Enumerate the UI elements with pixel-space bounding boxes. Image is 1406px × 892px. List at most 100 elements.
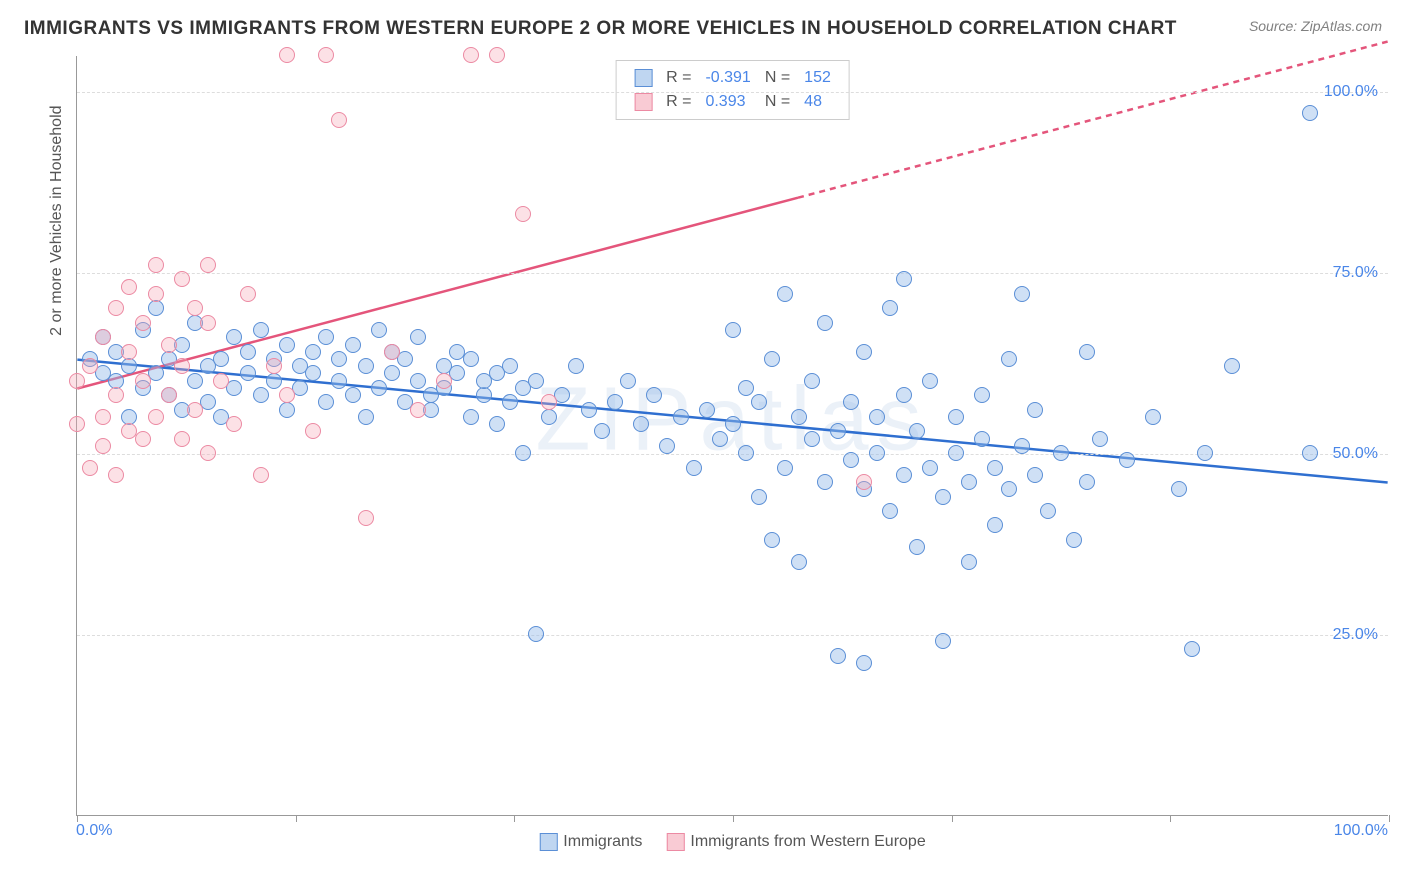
data-point bbox=[200, 445, 216, 461]
data-point bbox=[961, 474, 977, 490]
data-point bbox=[1184, 641, 1200, 657]
legend-n-label: N = bbox=[759, 91, 796, 113]
data-point bbox=[699, 402, 715, 418]
data-point bbox=[174, 431, 190, 447]
data-point bbox=[1079, 474, 1095, 490]
x-tick bbox=[77, 815, 78, 822]
data-point bbox=[174, 358, 190, 374]
data-point bbox=[843, 394, 859, 410]
data-point bbox=[1040, 503, 1056, 519]
data-point bbox=[856, 655, 872, 671]
data-point bbox=[253, 387, 269, 403]
data-point bbox=[318, 47, 334, 63]
data-point bbox=[948, 445, 964, 461]
y-axis-title: 2 or more Vehicles in Household bbox=[48, 105, 66, 335]
data-point bbox=[463, 47, 479, 63]
chart-title: IMMIGRANTS VS IMMIGRANTS FROM WESTERN EU… bbox=[24, 18, 1177, 40]
data-point bbox=[659, 438, 675, 454]
data-point bbox=[987, 460, 1003, 476]
gridline-h bbox=[77, 273, 1388, 274]
data-point bbox=[869, 409, 885, 425]
x-tick bbox=[733, 815, 734, 822]
data-point bbox=[791, 409, 807, 425]
data-point bbox=[358, 510, 374, 526]
chart-container: 2 or more Vehicles in Household ZIPatlas… bbox=[48, 56, 1388, 846]
legend-swatch-blue bbox=[634, 69, 652, 87]
data-point bbox=[882, 503, 898, 519]
data-point bbox=[305, 423, 321, 439]
data-point bbox=[305, 344, 321, 360]
data-point bbox=[436, 373, 452, 389]
data-point bbox=[607, 394, 623, 410]
data-point bbox=[331, 351, 347, 367]
legend-item: Immigrants bbox=[539, 833, 642, 851]
data-point bbox=[108, 300, 124, 316]
data-point bbox=[213, 373, 229, 389]
legend-n-pink: 48 bbox=[798, 91, 837, 113]
data-point bbox=[200, 315, 216, 331]
data-point bbox=[961, 554, 977, 570]
data-point bbox=[410, 402, 426, 418]
data-point bbox=[161, 337, 177, 353]
data-point bbox=[410, 329, 426, 345]
gridline-h bbox=[77, 92, 1388, 93]
data-point bbox=[358, 358, 374, 374]
data-point bbox=[345, 387, 361, 403]
data-point bbox=[725, 322, 741, 338]
legend-swatch-pink bbox=[634, 93, 652, 111]
x-tick bbox=[1170, 815, 1171, 822]
data-point bbox=[187, 300, 203, 316]
data-point bbox=[226, 416, 242, 432]
data-point bbox=[896, 271, 912, 287]
data-point bbox=[922, 373, 938, 389]
data-point bbox=[738, 445, 754, 461]
data-point bbox=[318, 394, 334, 410]
data-point bbox=[1066, 532, 1082, 548]
x-tick bbox=[952, 815, 953, 822]
data-point bbox=[1027, 402, 1043, 418]
data-point bbox=[226, 329, 242, 345]
data-point bbox=[240, 286, 256, 302]
data-point bbox=[463, 351, 479, 367]
data-point bbox=[1092, 431, 1108, 447]
data-point bbox=[869, 445, 885, 461]
legend-series: Immigrants Immigrants from Western Europ… bbox=[539, 833, 925, 851]
data-point bbox=[82, 358, 98, 374]
data-point bbox=[909, 539, 925, 555]
data-point bbox=[777, 460, 793, 476]
data-point bbox=[121, 344, 137, 360]
data-point bbox=[528, 626, 544, 642]
data-point bbox=[896, 467, 912, 483]
legend-label: Immigrants bbox=[563, 833, 642, 850]
x-tick bbox=[514, 815, 515, 822]
regression-lines bbox=[77, 56, 1388, 815]
data-point bbox=[948, 409, 964, 425]
data-point bbox=[581, 402, 597, 418]
legend-swatch-pink bbox=[666, 833, 684, 851]
data-point bbox=[843, 452, 859, 468]
data-point bbox=[95, 409, 111, 425]
data-point bbox=[1197, 445, 1213, 461]
data-point bbox=[817, 315, 833, 331]
data-point bbox=[489, 416, 505, 432]
data-point bbox=[305, 365, 321, 381]
data-point bbox=[1302, 445, 1318, 461]
data-point bbox=[791, 554, 807, 570]
data-point bbox=[253, 322, 269, 338]
data-point bbox=[148, 300, 164, 316]
data-point bbox=[1079, 344, 1095, 360]
legend-r-label: R = bbox=[660, 91, 697, 113]
data-point bbox=[922, 460, 938, 476]
legend-n-label: N = bbox=[759, 67, 796, 89]
data-point bbox=[279, 387, 295, 403]
data-point bbox=[1001, 351, 1017, 367]
data-point bbox=[528, 373, 544, 389]
data-point bbox=[384, 365, 400, 381]
data-point bbox=[279, 47, 295, 63]
data-point bbox=[1224, 358, 1240, 374]
legend-r-blue: -0.391 bbox=[699, 67, 756, 89]
y-tick-label: 100.0% bbox=[1324, 83, 1378, 101]
data-point bbox=[148, 409, 164, 425]
x-tick bbox=[1389, 815, 1390, 822]
data-point bbox=[135, 431, 151, 447]
